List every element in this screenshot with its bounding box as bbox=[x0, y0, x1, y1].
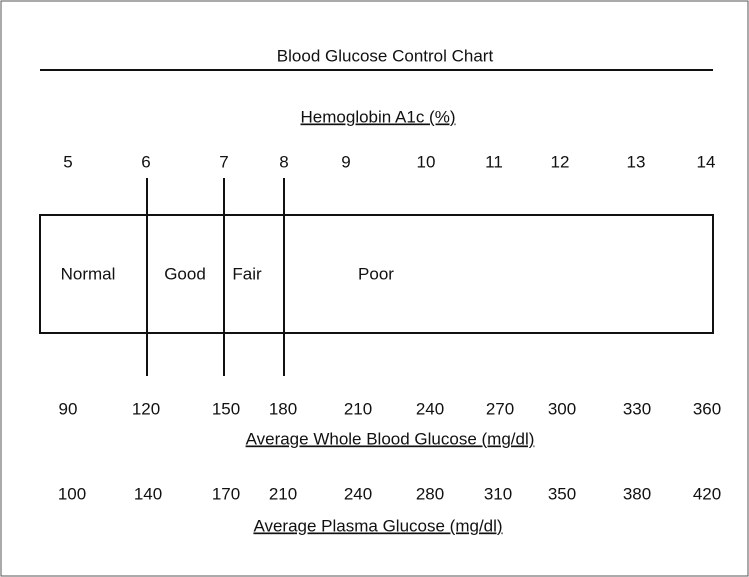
zone-label: Normal bbox=[61, 264, 116, 283]
plasma-value: 350 bbox=[548, 484, 576, 503]
plasma-value: 140 bbox=[134, 484, 162, 503]
whole-blood-value: 210 bbox=[344, 399, 372, 418]
hba1c-value: 6 bbox=[141, 152, 150, 171]
whole-blood-value: 270 bbox=[486, 399, 514, 418]
whole-blood-label: Average Whole Blood Glucose (mg/dl) bbox=[246, 429, 535, 448]
plasma-label: Average Plasma Glucose (mg/dl) bbox=[253, 516, 502, 535]
plasma-value: 280 bbox=[416, 484, 444, 503]
whole-blood-value: 360 bbox=[693, 399, 721, 418]
zone-label: Fair bbox=[232, 264, 262, 283]
plasma-value: 100 bbox=[58, 484, 86, 503]
zone-label: Good bbox=[164, 264, 206, 283]
plasma-value: 240 bbox=[344, 484, 372, 503]
plasma-value: 210 bbox=[269, 484, 297, 503]
plasma-value: 420 bbox=[693, 484, 721, 503]
whole-blood-value: 120 bbox=[132, 399, 160, 418]
hba1c-value: 9 bbox=[341, 152, 350, 171]
hba1c-value: 10 bbox=[417, 152, 436, 171]
zone-label: Poor bbox=[358, 264, 394, 283]
whole-blood-value: 90 bbox=[59, 399, 78, 418]
whole-blood-value: 300 bbox=[548, 399, 576, 418]
plasma-value: 170 bbox=[212, 484, 240, 503]
plasma-value: 310 bbox=[484, 484, 512, 503]
zone-box bbox=[39, 214, 714, 334]
hba1c-value: 12 bbox=[551, 152, 570, 171]
plasma-value: 380 bbox=[623, 484, 651, 503]
hba1c-value: 7 bbox=[219, 152, 228, 171]
hba1c-value: 8 bbox=[279, 152, 288, 171]
hba1c-value: 13 bbox=[627, 152, 646, 171]
whole-blood-value: 240 bbox=[416, 399, 444, 418]
hba1c-value: 11 bbox=[485, 152, 503, 171]
hba1c-value: 14 bbox=[697, 152, 716, 171]
hba1c-label: Hemoglobin A1c (%) bbox=[301, 107, 456, 126]
whole-blood-value: 330 bbox=[623, 399, 651, 418]
whole-blood-value: 180 bbox=[269, 399, 297, 418]
whole-blood-value: 150 bbox=[212, 399, 240, 418]
hba1c-value: 5 bbox=[63, 152, 72, 171]
title: Blood Glucose Control Chart bbox=[277, 46, 494, 65]
